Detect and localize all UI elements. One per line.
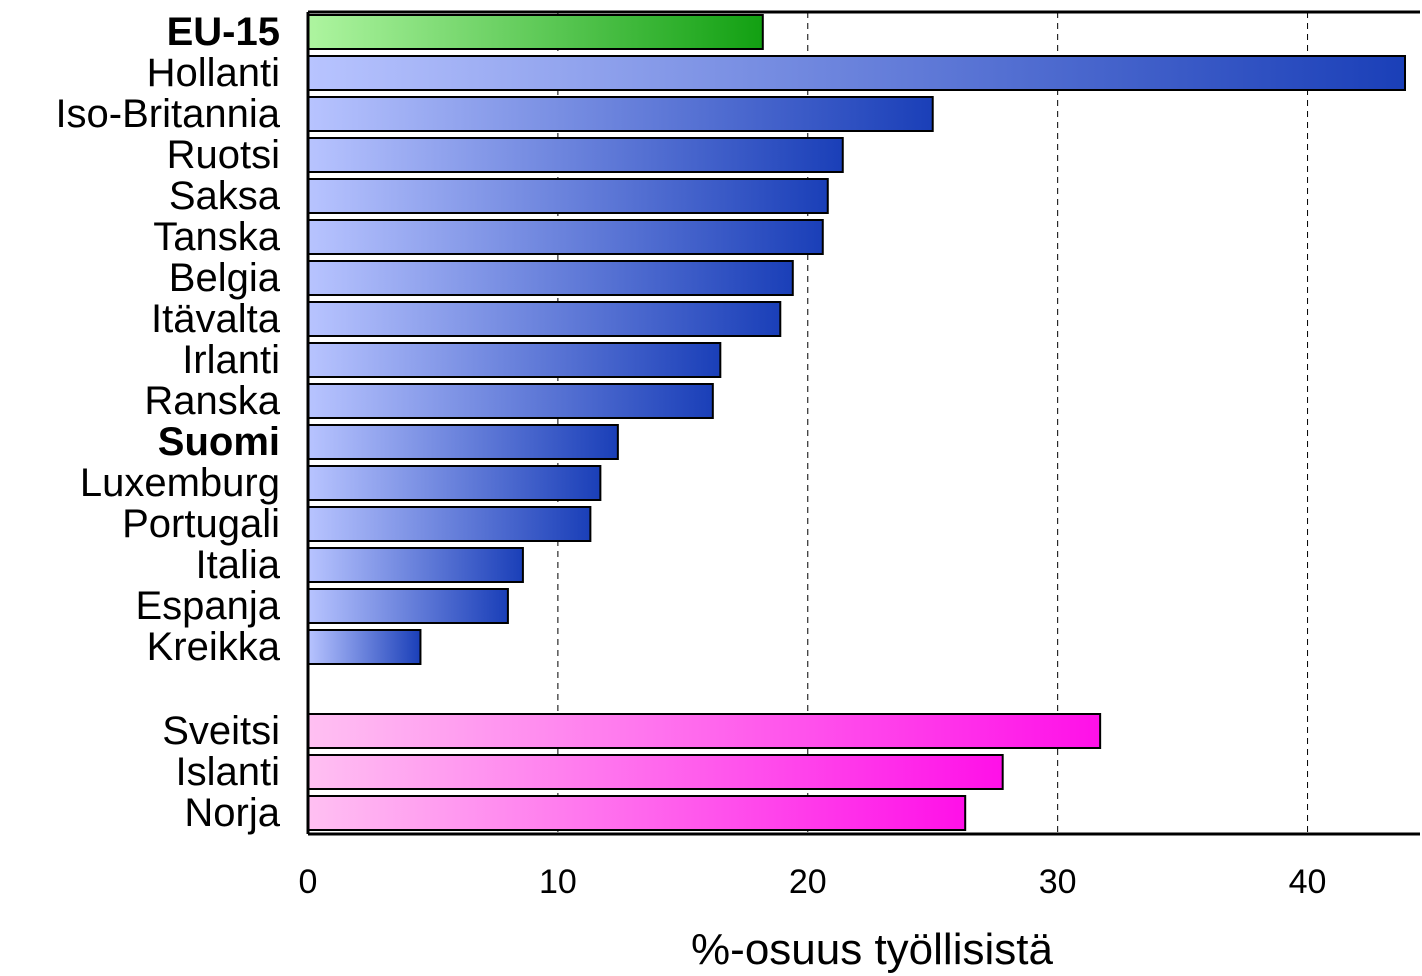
bar-tanska [307,219,824,255]
category-label-iso-britannia: Iso-Britannia [55,92,280,136]
axes [306,10,1420,836]
bar-norja [307,795,967,831]
category-label-saksa: Saksa [169,174,281,218]
category-label-italia: Italia [196,543,281,587]
category-label-sveitsi: Sveitsi [162,709,280,753]
bar-sveitsi [307,713,1102,749]
bar-ranska [307,383,714,419]
x-tick-label: 30 [1039,863,1077,901]
category-label-islanti: Islanti [176,750,281,794]
bar-saksa [307,178,829,214]
bars [307,14,1407,831]
bar-irlanti [307,342,722,378]
category-label-itavalta: Itävalta [151,297,281,341]
x-tick-label: 10 [539,863,577,901]
bar-ruotsi [307,137,844,173]
bar-portugali [307,506,592,542]
category-label-norja: Norja [184,791,280,835]
bar-espanja [307,588,509,624]
bar-kreikka [307,629,422,665]
gridlines [557,12,1309,834]
category-label-ruotsi: Ruotsi [167,133,280,177]
bar-suomi [307,424,619,460]
bar-luxemburg [307,465,602,501]
category-label-luxemburg: Luxemburg [80,461,280,505]
x-axis-title: %-osuus työllisistä [691,925,1053,974]
bar-italia [307,547,524,583]
category-label-hollanti: Hollanti [147,51,280,95]
bar-eu-15 [307,14,764,50]
bar-hollanti [307,55,1407,91]
category-label-eu-15: EU-15 [167,10,280,54]
bar-itavalta [307,301,782,337]
bar-belgia [307,260,794,296]
category-label-belgia: Belgia [169,256,281,300]
category-label-kreikka: Kreikka [147,625,281,669]
category-label-irlanti: Irlanti [182,338,280,382]
category-label-tanska: Tanska [153,215,280,259]
category-label-suomi: Suomi [158,420,280,464]
category-labels: EU-15HollantiIso-BritanniaRuotsiSaksaTan… [55,10,280,835]
x-tick-label: 20 [789,863,827,901]
bar-iso-britannia [307,96,934,132]
x-tick-label: 40 [1289,863,1327,901]
x-tick-label: 0 [299,863,318,901]
x-tick-labels: 0 10 20 30 40 [299,863,1327,901]
category-label-portugali: Portugali [122,502,280,546]
category-label-espanja: Espanja [135,584,280,628]
bar-islanti [307,754,1004,790]
category-label-ranska: Ranska [144,379,280,423]
